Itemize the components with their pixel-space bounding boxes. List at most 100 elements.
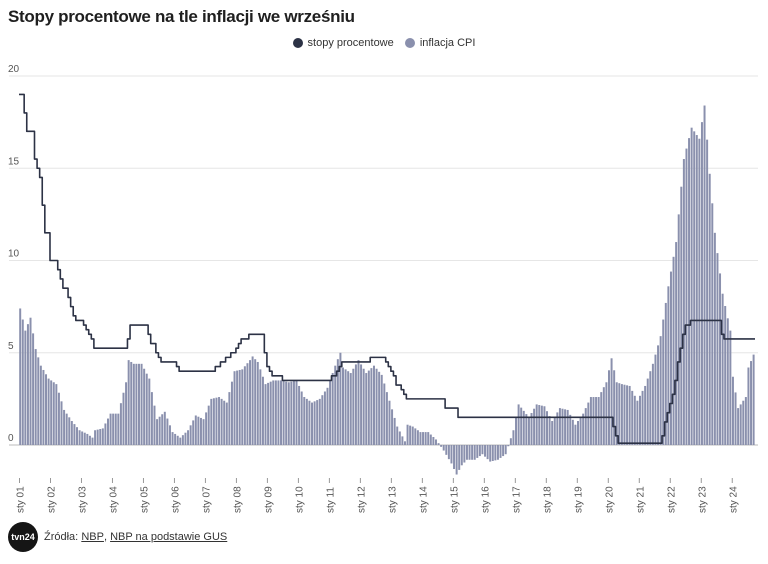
- cpi-bar: [383, 383, 386, 445]
- cpi-bar: [393, 417, 396, 445]
- cpi-bar: [225, 402, 228, 445]
- cpi-bar: [132, 363, 135, 445]
- cpi-bar: [628, 385, 631, 445]
- cpi-bar: [527, 417, 530, 445]
- cpi-bar: [592, 397, 595, 445]
- cpi-bar: [672, 256, 675, 445]
- cpi-bar: [342, 367, 344, 445]
- cpi-bar: [422, 432, 425, 445]
- cpi-bar: [530, 413, 533, 445]
- cpi-bar: [548, 416, 551, 445]
- cpi-bar: [538, 405, 541, 445]
- cpi-bar: [419, 432, 422, 445]
- cpi-bar: [375, 368, 378, 445]
- cpi-bar: [339, 352, 342, 445]
- cpi-bar: [174, 433, 177, 445]
- cpi-bar: [329, 380, 332, 445]
- cpi-bar: [251, 356, 254, 445]
- source-link-nbp[interactable]: NBP: [81, 531, 104, 543]
- cpi-bar: [453, 445, 456, 469]
- cpi-bar: [713, 232, 716, 445]
- cpi-bar: [546, 411, 549, 445]
- sources-footer: tvn24 Źródła: NBP, NBP na podstawie GUS: [8, 522, 227, 552]
- legend-item-cpi[interactable]: inflacja CPI: [404, 37, 475, 49]
- cpi-bar: [334, 365, 337, 445]
- cpi-bar: [602, 387, 605, 445]
- cpi-bar: [261, 376, 264, 445]
- cpi-bar: [184, 432, 187, 445]
- cpi-bar: [24, 330, 27, 445]
- cpi-bar: [556, 412, 559, 445]
- cpi-bar: [458, 445, 461, 470]
- cpi-bar: [605, 382, 608, 445]
- cpi-bar: [218, 397, 221, 445]
- cpi-bar: [303, 397, 306, 445]
- cpi-bar: [81, 431, 84, 445]
- cpi-bar: [432, 437, 435, 445]
- cpi-bar: [631, 390, 634, 445]
- cpi-bar: [233, 371, 236, 445]
- cpi-bar: [509, 438, 512, 445]
- cpi-bar: [156, 419, 159, 445]
- cpi-bar: [26, 324, 29, 445]
- x-tick-label: sty 16: [480, 486, 491, 513]
- cpi-bar: [96, 429, 99, 445]
- source-link-gus[interactable]: NBP na podstawie GUS: [110, 531, 228, 543]
- cpi-bar: [202, 419, 205, 445]
- cpi-bar: [434, 439, 437, 445]
- cpi-bar: [321, 395, 324, 445]
- x-tick-label: sty 18: [542, 486, 553, 513]
- cpi-bar: [731, 376, 734, 445]
- cpi-bar: [385, 392, 388, 445]
- cpi-bar: [269, 381, 272, 445]
- cpi-bar: [729, 330, 732, 445]
- cpi-bar: [347, 371, 350, 445]
- cpi-bar: [137, 363, 140, 445]
- cpi-bar: [698, 138, 701, 446]
- cpi-bar: [21, 319, 24, 445]
- cpi-bar: [143, 368, 146, 445]
- cpi-bar: [259, 369, 262, 445]
- cpi-bar: [192, 420, 195, 445]
- cpi-bar: [682, 159, 685, 445]
- cpi-bar: [370, 368, 373, 445]
- cpi-bar: [187, 430, 190, 445]
- x-tick-label: sty 09: [263, 486, 274, 513]
- cpi-bar: [336, 359, 339, 445]
- cpi-bar: [721, 293, 724, 445]
- cpi-bar: [78, 430, 81, 445]
- cpi-bar: [491, 445, 494, 461]
- cpi-bar: [553, 416, 556, 445]
- cpi-bar: [465, 445, 468, 460]
- cpi-bar: [55, 384, 58, 445]
- cpi-bar: [706, 139, 709, 445]
- cpi-bar: [571, 419, 574, 445]
- cpi-bar: [641, 390, 644, 445]
- cpi-bar: [522, 410, 525, 445]
- chart-plot: 0 5 10 15 20 sty 01 sty 02 sty 03 sty 04 sty 05 st…: [8, 64, 758, 513]
- cpi-bar: [471, 445, 474, 460]
- cpi-bar: [429, 434, 432, 445]
- cpi-bar: [496, 445, 499, 460]
- x-tick-label: sty 24: [728, 486, 739, 513]
- x-tick-label: sty 10: [294, 486, 305, 513]
- cpi-bar: [600, 392, 603, 445]
- legend-item-rates[interactable]: stopy procentowe: [292, 37, 394, 49]
- cpi-bar: [243, 366, 246, 445]
- cpi-bar: [52, 382, 55, 445]
- cpi-bar: [726, 318, 729, 445]
- cpi-bar: [277, 380, 280, 445]
- cpi-bar: [695, 135, 698, 446]
- chart-legend: stopy procentowe inflacja CPI: [0, 37, 768, 51]
- cpi-bar: [662, 319, 665, 445]
- cpi-bar: [295, 380, 298, 445]
- cpi-bar: [638, 395, 641, 445]
- cpi-bar: [153, 405, 156, 445]
- cpi-bar: [685, 148, 688, 445]
- cpi-bar: [109, 413, 112, 445]
- cpi-bar: [68, 417, 71, 445]
- cpi-bar: [424, 432, 427, 445]
- cpi-bar: [199, 417, 202, 445]
- cpi-bar: [450, 445, 453, 464]
- cpi-bar: [525, 414, 528, 445]
